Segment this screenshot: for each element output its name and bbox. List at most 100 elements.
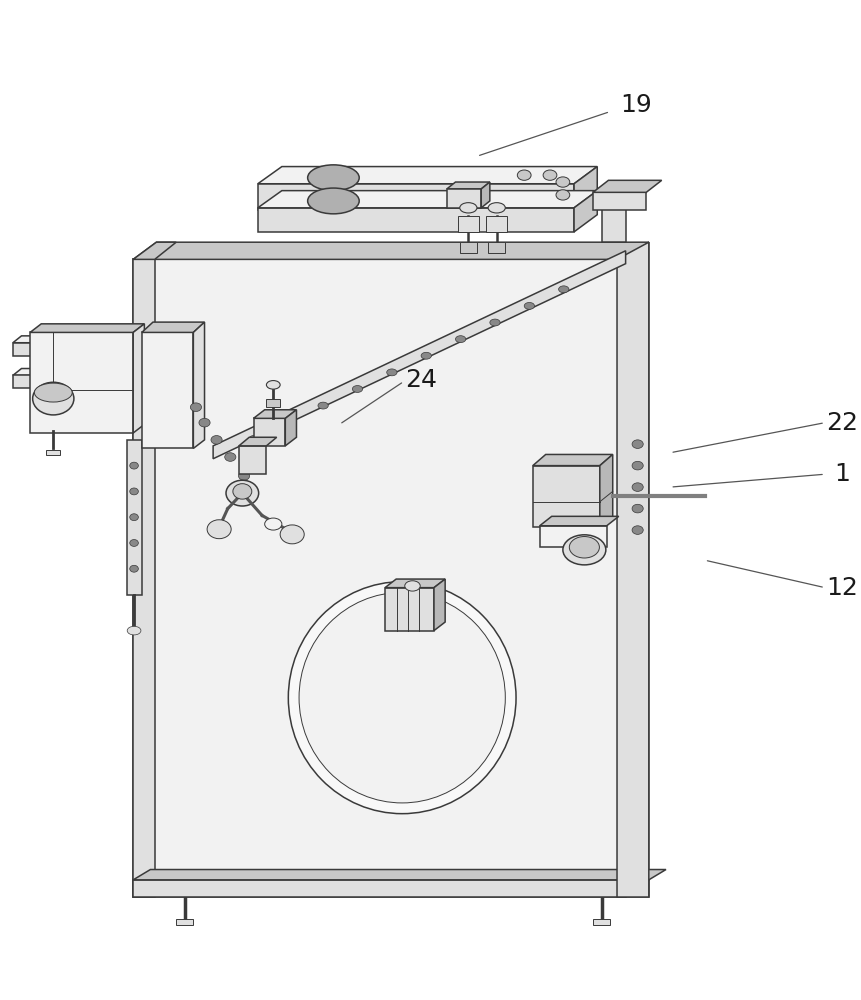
Polygon shape [141, 332, 193, 448]
Ellipse shape [238, 472, 250, 480]
Polygon shape [592, 919, 610, 925]
Polygon shape [446, 189, 480, 208]
Ellipse shape [459, 203, 476, 213]
Ellipse shape [288, 582, 516, 814]
Ellipse shape [568, 537, 598, 558]
Ellipse shape [558, 286, 568, 293]
Polygon shape [133, 870, 666, 880]
Polygon shape [459, 242, 476, 253]
Polygon shape [133, 324, 144, 433]
Polygon shape [133, 259, 154, 897]
Polygon shape [446, 182, 489, 189]
Polygon shape [141, 322, 204, 332]
Ellipse shape [352, 386, 362, 392]
Ellipse shape [130, 462, 139, 469]
Ellipse shape [130, 540, 139, 546]
Ellipse shape [34, 383, 72, 402]
Ellipse shape [631, 483, 642, 491]
Ellipse shape [487, 203, 505, 213]
Polygon shape [599, 454, 612, 527]
Polygon shape [487, 242, 505, 253]
Polygon shape [573, 167, 597, 210]
Polygon shape [480, 182, 489, 208]
Ellipse shape [190, 403, 201, 411]
Polygon shape [13, 343, 167, 356]
Polygon shape [133, 242, 648, 259]
Polygon shape [13, 375, 167, 388]
Ellipse shape [299, 592, 505, 803]
Polygon shape [127, 440, 141, 595]
Polygon shape [13, 336, 176, 343]
Ellipse shape [33, 382, 74, 415]
Polygon shape [238, 446, 266, 474]
Polygon shape [253, 418, 285, 446]
Polygon shape [253, 410, 296, 418]
Text: 19: 19 [619, 93, 651, 117]
Polygon shape [539, 526, 606, 547]
Polygon shape [46, 450, 60, 455]
Polygon shape [285, 410, 296, 446]
Polygon shape [433, 579, 444, 631]
Ellipse shape [199, 418, 210, 427]
Ellipse shape [405, 581, 420, 591]
Ellipse shape [280, 525, 304, 544]
Ellipse shape [562, 535, 605, 565]
Ellipse shape [489, 319, 499, 326]
Polygon shape [213, 251, 625, 459]
Ellipse shape [555, 190, 569, 200]
Polygon shape [592, 192, 646, 210]
Polygon shape [385, 579, 444, 588]
Polygon shape [13, 369, 176, 375]
Ellipse shape [226, 480, 258, 506]
Ellipse shape [249, 435, 259, 442]
Ellipse shape [523, 302, 534, 309]
Polygon shape [133, 880, 648, 897]
Polygon shape [133, 259, 625, 897]
Ellipse shape [130, 565, 139, 572]
Polygon shape [133, 242, 176, 259]
Ellipse shape [307, 165, 359, 191]
Ellipse shape [264, 518, 282, 530]
Polygon shape [625, 242, 648, 897]
Ellipse shape [542, 170, 556, 180]
Ellipse shape [631, 504, 642, 513]
Polygon shape [257, 191, 597, 208]
Polygon shape [457, 216, 478, 232]
Polygon shape [30, 332, 133, 433]
Polygon shape [486, 216, 506, 232]
Text: 22: 22 [825, 411, 858, 435]
Ellipse shape [225, 453, 236, 461]
Polygon shape [30, 324, 144, 332]
Text: 24: 24 [405, 368, 437, 392]
Polygon shape [539, 516, 618, 526]
Polygon shape [238, 437, 276, 446]
Polygon shape [176, 919, 193, 925]
Ellipse shape [130, 514, 139, 521]
Ellipse shape [318, 402, 328, 409]
Polygon shape [193, 322, 204, 448]
Ellipse shape [555, 177, 569, 187]
Polygon shape [616, 242, 648, 897]
Ellipse shape [631, 461, 642, 470]
Ellipse shape [283, 419, 294, 426]
Ellipse shape [455, 336, 465, 343]
Ellipse shape [211, 436, 222, 444]
Ellipse shape [266, 381, 280, 389]
Ellipse shape [127, 626, 140, 635]
Polygon shape [532, 466, 599, 527]
Polygon shape [257, 167, 597, 184]
Ellipse shape [232, 484, 251, 499]
Polygon shape [385, 588, 433, 631]
Text: 12: 12 [826, 576, 857, 600]
Polygon shape [592, 180, 661, 192]
Ellipse shape [517, 170, 530, 180]
Ellipse shape [631, 526, 642, 534]
Ellipse shape [420, 352, 430, 359]
Polygon shape [257, 184, 573, 210]
Ellipse shape [387, 369, 397, 376]
Polygon shape [601, 192, 646, 208]
Polygon shape [601, 208, 625, 242]
Polygon shape [532, 454, 612, 466]
Ellipse shape [207, 520, 231, 539]
Ellipse shape [130, 488, 139, 495]
